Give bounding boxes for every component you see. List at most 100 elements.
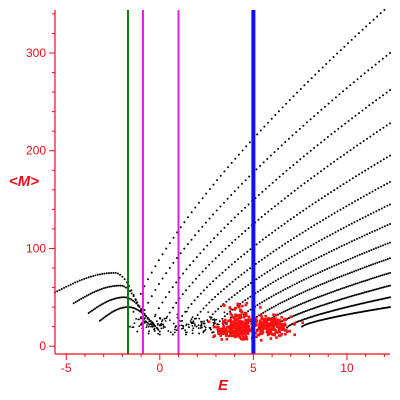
data-point <box>140 322 143 324</box>
data-point <box>284 274 287 276</box>
highlight-point <box>282 318 286 322</box>
data-point <box>381 57 384 60</box>
data-point <box>361 171 364 174</box>
highlight-point <box>247 325 251 328</box>
data-point <box>256 133 259 136</box>
data-point <box>198 317 201 320</box>
data-point <box>356 198 359 201</box>
data-point <box>246 297 249 300</box>
data-point <box>343 45 346 48</box>
data-point <box>349 84 352 87</box>
highlight-point <box>247 318 250 321</box>
data-point <box>225 285 228 288</box>
data-point <box>279 276 282 279</box>
data-point <box>203 322 206 325</box>
data-point <box>122 306 125 309</box>
highlight-point <box>261 324 265 328</box>
data-point <box>255 278 258 281</box>
data-point <box>299 312 302 315</box>
data-point <box>185 323 188 325</box>
highlight-point <box>277 334 281 337</box>
data-point <box>303 301 306 304</box>
data-point <box>296 294 299 297</box>
data-point <box>325 252 328 255</box>
data-point <box>148 330 150 333</box>
data-point <box>117 296 120 299</box>
data-point <box>87 312 90 314</box>
data-point <box>389 122 391 125</box>
data-point <box>269 154 272 157</box>
data-point <box>150 271 153 274</box>
data-point <box>158 283 160 285</box>
highlight-point <box>280 332 284 336</box>
data-point <box>148 320 151 323</box>
highlight-point <box>293 333 296 337</box>
data-point <box>295 268 297 271</box>
data-point <box>355 269 358 272</box>
highlight-point <box>274 330 277 334</box>
data-point <box>167 330 170 332</box>
highlight-point <box>276 331 279 334</box>
data-point <box>176 257 178 259</box>
data-point <box>313 297 316 300</box>
data-point <box>328 302 331 304</box>
data-point <box>104 315 107 318</box>
data-point <box>312 274 315 277</box>
data-point <box>347 42 349 45</box>
data-point <box>147 322 149 325</box>
highlight-point <box>247 315 251 319</box>
data-point <box>287 240 289 243</box>
data-point <box>323 237 326 240</box>
data-point <box>277 202 280 205</box>
data-point <box>340 261 343 264</box>
data-point <box>363 266 366 269</box>
data-point <box>282 310 285 313</box>
data-point <box>381 297 384 300</box>
data-point <box>100 318 103 321</box>
highlight-point <box>217 326 220 329</box>
highlight-point <box>227 334 231 338</box>
data-point <box>193 317 196 320</box>
data-point <box>320 108 323 111</box>
data-point <box>347 258 350 261</box>
highlight-point <box>258 322 261 326</box>
highlight-point <box>255 323 258 327</box>
data-point <box>244 230 247 232</box>
highlight-point <box>239 325 243 328</box>
data-point <box>308 205 311 208</box>
data-point <box>260 216 263 218</box>
data-point <box>285 299 288 302</box>
data-point <box>207 311 210 313</box>
data-point <box>134 298 137 301</box>
data-point <box>72 282 74 285</box>
highlight-point <box>260 317 263 320</box>
data-point <box>181 314 184 317</box>
data-point <box>301 231 304 234</box>
data-point <box>370 249 373 251</box>
data-point <box>137 309 140 312</box>
data-point <box>339 228 342 231</box>
data-point <box>337 308 340 311</box>
data-point <box>372 299 375 302</box>
data-point <box>221 271 224 274</box>
highlight-point <box>227 319 230 323</box>
data-point <box>308 288 311 291</box>
highlight-point <box>219 328 222 331</box>
data-point <box>283 197 286 200</box>
data-point <box>157 259 160 262</box>
data-point <box>259 164 262 167</box>
data-point <box>294 314 297 317</box>
data-point <box>134 307 137 310</box>
data-point <box>163 317 166 320</box>
data-point <box>116 308 119 311</box>
data-point <box>298 293 301 296</box>
data-point <box>259 289 262 292</box>
data-point <box>315 241 318 244</box>
data-point <box>192 327 195 330</box>
data-point <box>316 305 319 308</box>
data-point <box>312 259 315 261</box>
data-point <box>246 269 249 272</box>
data-point <box>233 260 236 263</box>
data-point <box>379 12 382 15</box>
